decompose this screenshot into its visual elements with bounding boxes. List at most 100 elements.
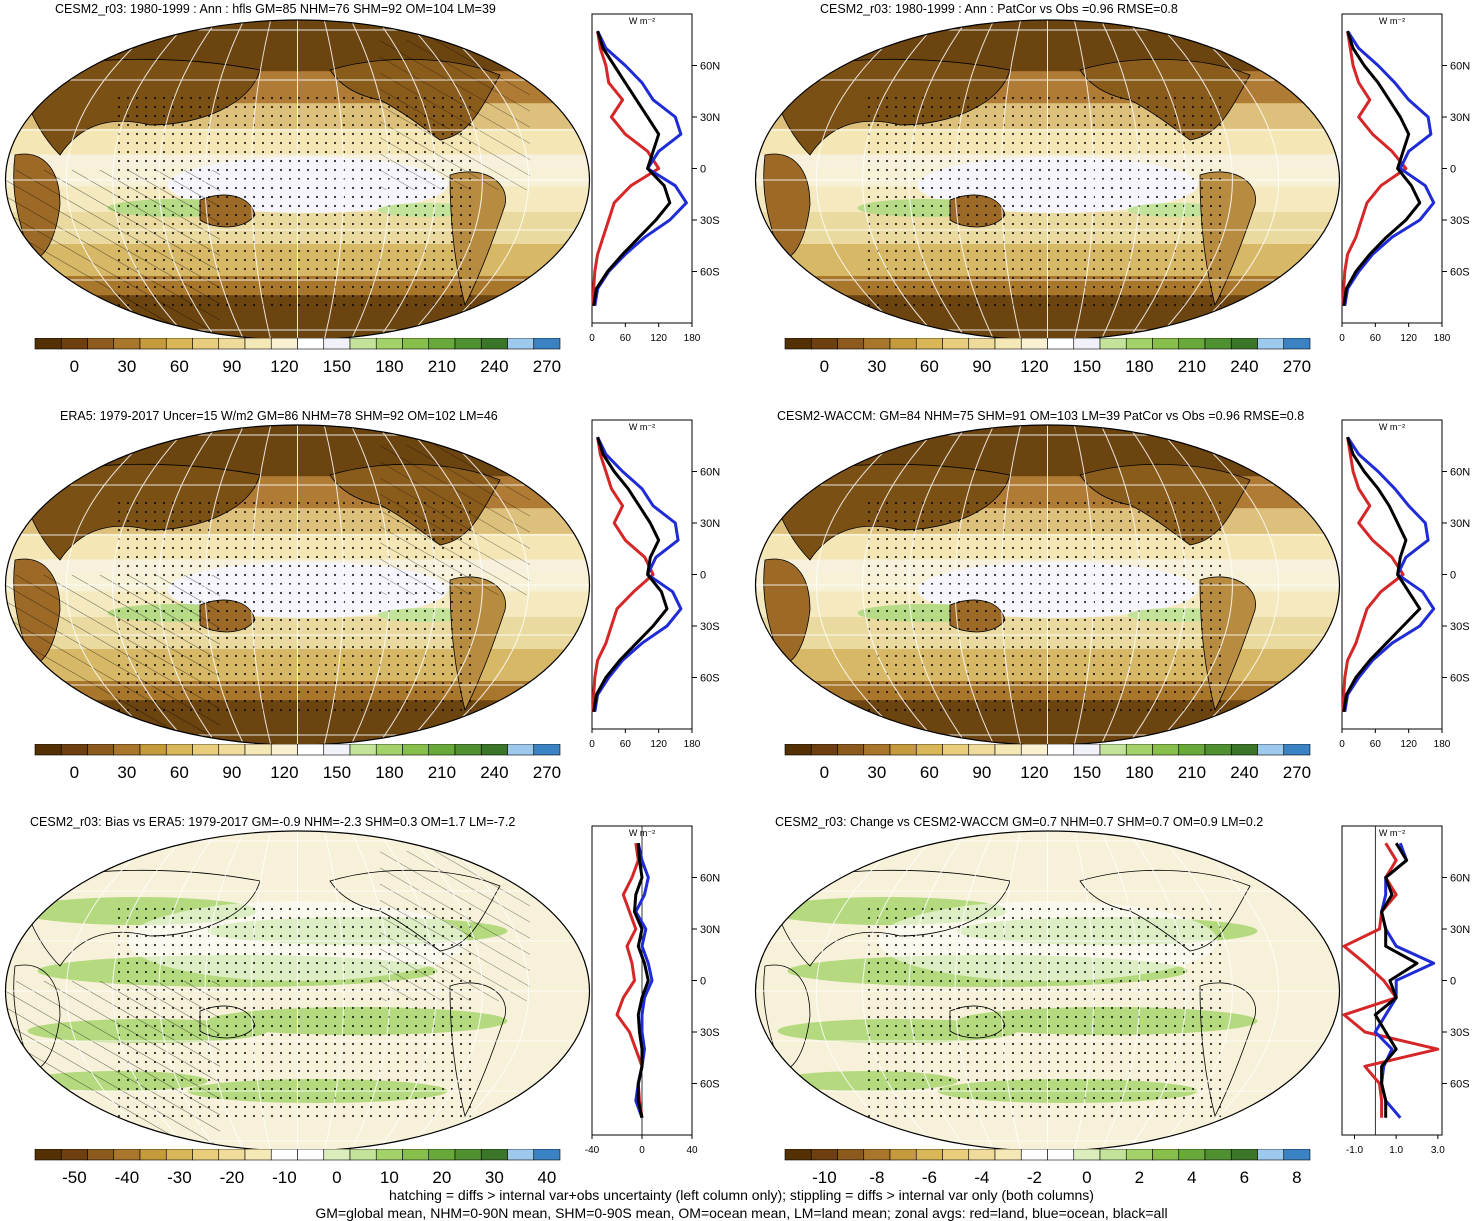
- colorbar-tick-label: 6: [1240, 1168, 1249, 1187]
- colorbar-swatch: [1073, 744, 1101, 756]
- colorbar-swatch: [1152, 744, 1180, 756]
- colorbar-swatch: [139, 338, 167, 350]
- meridian-line: [350, 425, 391, 745]
- world-map: [4, 19, 591, 341]
- colorbar-swatch: [889, 1149, 917, 1161]
- colorbar-tick-label: 240: [480, 357, 508, 376]
- colorbar-tick-label: -40: [115, 1168, 140, 1187]
- lat-tick-label: 60S: [700, 673, 720, 685]
- colorbar: 0306090120150180210240270300: [784, 338, 1311, 376]
- colorbar-swatch: [1283, 1149, 1311, 1161]
- colorbar-tick-label: 60: [920, 357, 939, 376]
- meridian-line: [250, 425, 272, 745]
- panel-title: ERA5: 1979-2017 Uncer=15 W/m2 GM=86 NHM=…: [60, 409, 498, 423]
- lat-tick-label: 0: [700, 570, 706, 582]
- meridian-line: [350, 20, 391, 340]
- colorbar: -50-40-30-20-1001020304050: [34, 1149, 561, 1187]
- lat-tick-label: 0: [700, 976, 706, 988]
- colorbar-swatch: [994, 338, 1022, 350]
- x-tick-label: 0: [1339, 739, 1345, 750]
- hatching: [5, 170, 220, 340]
- meridian-line: [862, 425, 941, 745]
- series-line-all: [592, 30, 672, 307]
- meridian-line: [1000, 831, 1022, 1151]
- colorbar-swatch: [1178, 744, 1206, 756]
- colorbar-swatch: [1099, 744, 1127, 756]
- x-tick-label: 0: [589, 739, 595, 750]
- colorbar-swatch: [244, 744, 272, 756]
- colorbar-swatch: [1230, 1149, 1258, 1161]
- colorbar-swatch: [297, 1149, 325, 1161]
- x-tick-label: -1.0: [1346, 1145, 1364, 1156]
- meridian-line: [250, 20, 272, 340]
- colorbar-swatch: [1099, 338, 1127, 350]
- lat-tick-label: 30N: [700, 112, 720, 124]
- meridian-line: [323, 20, 345, 340]
- zonal-average-plot: W m⁻² 60N 30N 0 30S 60S 0 60 120 180: [1339, 419, 1470, 750]
- lat-tick-label: 60N: [1450, 61, 1470, 73]
- x-tick-label: 60: [620, 333, 632, 344]
- lat-tick-label: 0: [700, 164, 706, 176]
- colorbar-swatch: [87, 338, 115, 350]
- colorbar-swatch: [1283, 744, 1311, 756]
- colorbar-swatch: [402, 744, 430, 756]
- colorbar-swatch: [454, 338, 482, 350]
- colorbar-swatch: [270, 1149, 298, 1161]
- colorbar-swatch: [968, 744, 996, 756]
- lat-tick-label: 30S: [700, 1027, 720, 1039]
- colorbar-tick-label: 270: [533, 357, 561, 376]
- colorbar-tick-label: 30: [117, 357, 136, 376]
- colorbar-swatch: [1257, 1149, 1285, 1161]
- colorbar-swatch: [1230, 338, 1258, 350]
- meridian-line: [1154, 20, 1233, 340]
- colorbar-swatch: [1230, 744, 1258, 756]
- x-tick-label: 180: [1434, 333, 1451, 344]
- colorbar-swatch: [1204, 1149, 1232, 1161]
- hatching: [5, 575, 220, 745]
- colorbar: -10-8-6-4-20246810: [784, 1149, 1311, 1187]
- colorbar-tick-label: 30: [867, 763, 886, 782]
- colorbar-swatch: [375, 338, 403, 350]
- footer-line-2: GM=global mean, NHM=0-90N mean, SHM=0-90…: [315, 1205, 1168, 1221]
- meridian-line: [1127, 20, 1187, 340]
- colorbar-swatch: [507, 1149, 535, 1161]
- meridian-line: [377, 425, 437, 745]
- colorbar-swatch: [863, 338, 891, 350]
- hatching: [380, 40, 530, 190]
- colorbar-tick-label: 20: [432, 1168, 451, 1187]
- colorbar: 0306090120150180210240270300: [784, 744, 1311, 782]
- colorbar-tick-label: -50: [62, 1168, 87, 1187]
- colorbar-swatch: [1047, 338, 1075, 350]
- meridian-line: [862, 831, 941, 1151]
- colorbar-swatch: [863, 744, 891, 756]
- colorbar-swatch: [480, 1149, 508, 1161]
- lat-tick-label: 30N: [1450, 924, 1470, 936]
- colorbar-tick-label: -4: [974, 1168, 989, 1187]
- meridian-line: [250, 831, 272, 1151]
- colorbar-tick-label: 120: [1020, 357, 1048, 376]
- meridian-line: [1181, 831, 1280, 1151]
- colorbar-swatch: [889, 744, 917, 756]
- unit-label: W m⁻²: [629, 16, 655, 26]
- colorbar-swatch: [784, 1149, 812, 1161]
- lat-tick-label: 30S: [1450, 215, 1470, 227]
- colorbar-tick-label: 40: [537, 1168, 556, 1187]
- colorbar-swatch: [113, 1149, 141, 1161]
- colorbar-swatch: [942, 1149, 970, 1161]
- colorbar-tick-label: 8: [1292, 1168, 1301, 1187]
- colorbar-swatch: [1099, 1149, 1127, 1161]
- series-line-land: [1341, 30, 1408, 306]
- meridian-line: [1000, 425, 1022, 745]
- meridian-line: [112, 20, 191, 340]
- colorbar-tick-label: 270: [1283, 763, 1311, 782]
- x-tick-label: 180: [684, 333, 701, 344]
- colorbar-swatch: [480, 744, 508, 756]
- colorbar-swatch: [349, 744, 377, 756]
- unit-label: W m⁻²: [1379, 16, 1405, 26]
- zonal-average-plot: W m⁻² 60N 30N 0 30S 60S 0 60 120 180: [1339, 13, 1470, 344]
- colorbar-tick-label: 0: [820, 357, 829, 376]
- colorbar-swatch: [165, 744, 193, 756]
- lat-tick-label: 60N: [700, 467, 720, 479]
- colorbar-swatch: [349, 1149, 377, 1161]
